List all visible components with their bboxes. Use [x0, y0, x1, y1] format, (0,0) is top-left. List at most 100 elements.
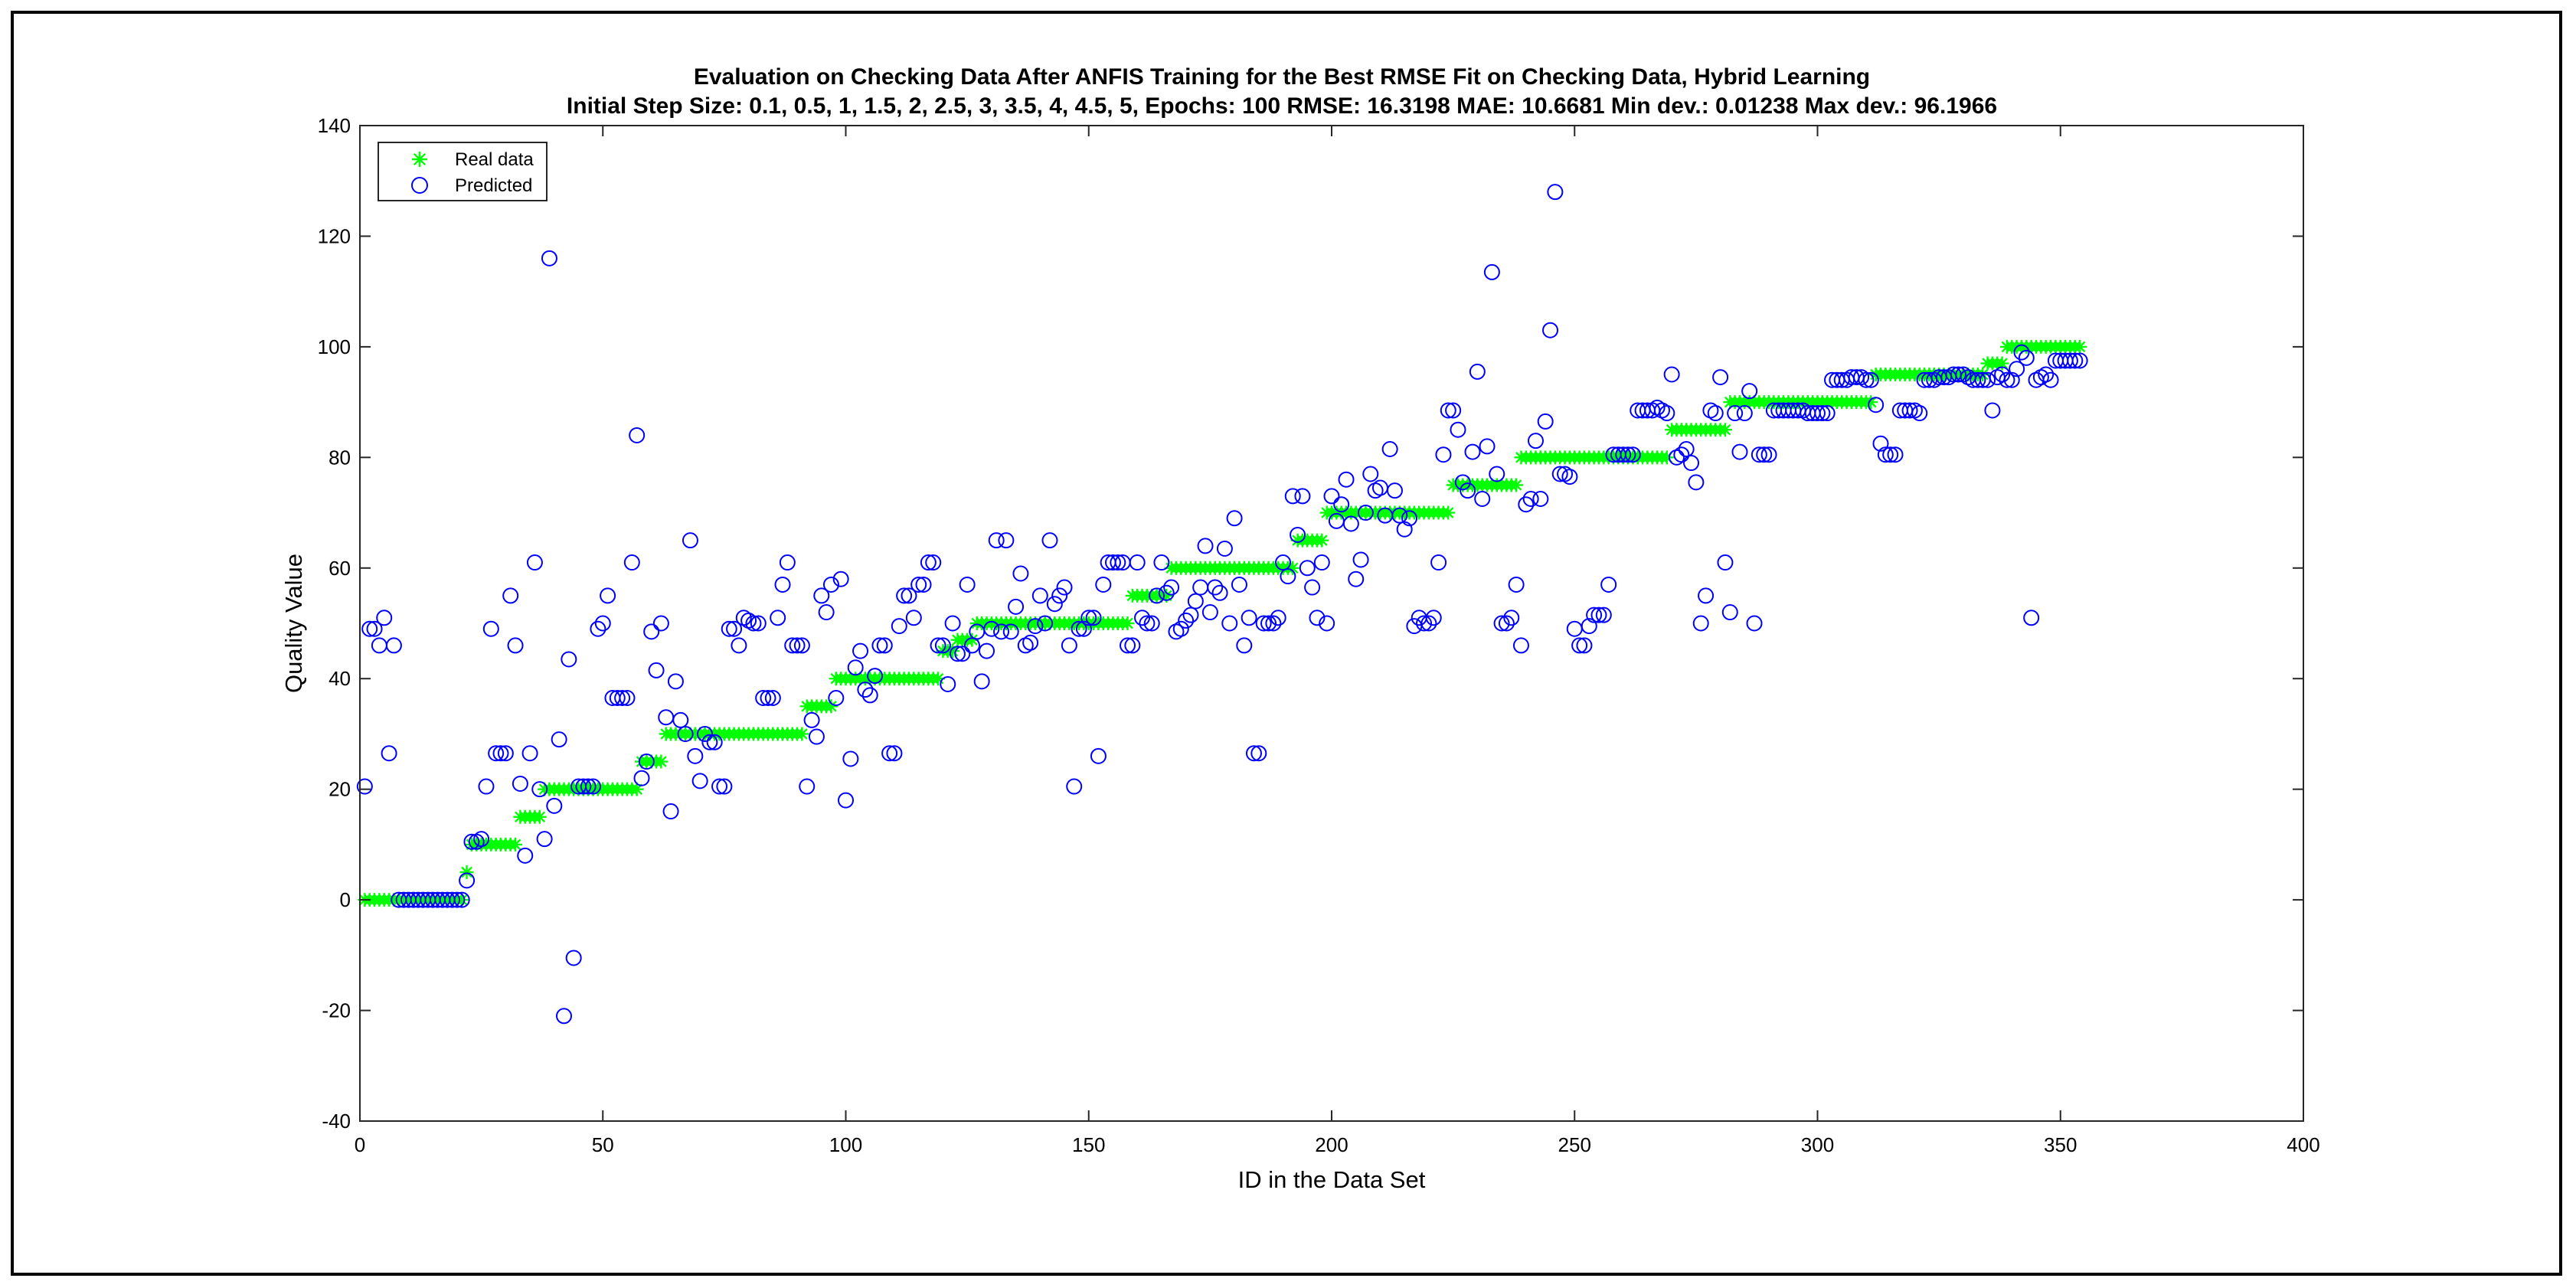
real-data-point — [2073, 339, 2087, 354]
predicted-point — [721, 620, 737, 637]
predicted-point — [1721, 604, 1738, 621]
predicted-point — [1348, 570, 1365, 587]
predicted-point — [1512, 637, 1529, 654]
x-tick-label: 250 — [1558, 1133, 1591, 1156]
predicted-point — [905, 610, 922, 626]
predicted-point — [1489, 466, 1505, 482]
predicted-point — [988, 532, 1005, 549]
predicted-point — [1717, 554, 1734, 571]
predicted-point — [1085, 610, 1102, 626]
predicted-point — [1586, 606, 1603, 623]
predicted-point — [1576, 637, 1593, 654]
predicted-point — [682, 532, 698, 549]
predicted-point — [1542, 322, 1559, 338]
predicted-point — [517, 847, 534, 864]
predicted-point — [1692, 615, 1709, 632]
real-data-point — [1864, 395, 1878, 410]
predicted-point — [1338, 471, 1355, 488]
predicted-point — [1037, 615, 1054, 632]
predicted-point — [1479, 438, 1496, 455]
predicted-point — [1809, 405, 1826, 422]
predicted-point — [764, 690, 781, 706]
predicted-point — [1391, 507, 1408, 524]
legend-real-data-label: Real data — [455, 149, 534, 170]
predicted-point — [1532, 491, 1549, 507]
x-tick-label: 350 — [2044, 1133, 2077, 1156]
predicted-point — [1333, 496, 1350, 513]
predicted-point — [1814, 405, 1831, 422]
predicted-point — [1950, 366, 1967, 383]
predicted-point — [1460, 482, 1476, 499]
predicted-point — [920, 554, 937, 571]
predicted-point — [623, 554, 640, 571]
predicted-point — [1134, 610, 1151, 626]
predicted-point — [580, 778, 597, 795]
predicted-point — [590, 620, 606, 637]
predicted-point — [910, 576, 927, 593]
predicted-point — [959, 576, 976, 593]
predicted-point — [808, 728, 825, 745]
predicted-point — [886, 745, 903, 762]
predicted-point — [779, 554, 796, 571]
predicted-point — [551, 731, 567, 748]
predicted-point — [1143, 615, 1160, 632]
predicted-point — [531, 781, 548, 798]
predicted-point — [1454, 474, 1471, 491]
predicted-point — [541, 250, 557, 266]
predicted-point — [774, 576, 791, 593]
predicted-point — [1051, 587, 1068, 604]
real-data-point — [629, 782, 644, 796]
predicted-point — [979, 642, 995, 659]
legend-real-data-marker — [412, 152, 427, 167]
predicted-point — [1464, 443, 1481, 460]
predicted-point — [716, 778, 733, 795]
predicted-point — [799, 778, 816, 795]
y-tick-label: 120 — [318, 224, 351, 247]
predicted-point — [1178, 612, 1195, 629]
predicted-point — [711, 778, 728, 795]
predicted-point — [2071, 352, 2088, 369]
predicted-point — [1124, 637, 1141, 654]
predicted-point — [1493, 615, 1510, 632]
y-tick-label: 140 — [318, 114, 351, 137]
y-tick-label: -40 — [322, 1110, 351, 1133]
predicted-point — [1698, 587, 1715, 604]
y-tick-label: 100 — [318, 335, 351, 358]
predicted-point — [1250, 745, 1267, 762]
predicted-point — [1309, 610, 1326, 626]
predicted-point — [1304, 579, 1321, 596]
predicted-point — [633, 770, 650, 786]
predicted-point — [1041, 532, 1058, 549]
predicted-point — [1396, 521, 1413, 538]
predicted-point — [1153, 554, 1170, 571]
x-tick-label: 0 — [355, 1133, 365, 1156]
predicted-point — [901, 587, 917, 604]
predicted-point — [1474, 491, 1491, 507]
predicted-point — [652, 615, 669, 632]
predicted-point — [1508, 576, 1525, 593]
predicted-point — [1226, 510, 1243, 527]
predicted-point — [1008, 598, 1025, 615]
predicted-point — [1290, 526, 1306, 543]
predicted-point — [1551, 466, 1568, 482]
predicted-point — [1265, 615, 1282, 632]
predicted-point — [1445, 402, 1462, 419]
predicted-point — [1440, 402, 1456, 419]
predicted-point — [973, 673, 990, 690]
predicted-point — [1129, 554, 1146, 571]
predicted-point — [1727, 405, 1744, 422]
predicted-point — [1683, 455, 1700, 472]
x-tick-label: 100 — [829, 1133, 862, 1156]
predicted-point — [1503, 610, 1520, 626]
predicted-point — [2013, 344, 2030, 361]
predicted-point — [687, 747, 704, 764]
real-data-point — [1441, 505, 1456, 520]
predicted-point — [731, 637, 747, 654]
predicted-point — [1435, 446, 1452, 463]
predicted-point — [1197, 538, 1214, 554]
y-axis-label: Quality Value — [280, 554, 307, 693]
predicted-point — [1172, 620, 1189, 637]
real-data-point — [931, 672, 946, 686]
predicted-point — [638, 754, 655, 770]
predicted-point — [1620, 446, 1636, 463]
